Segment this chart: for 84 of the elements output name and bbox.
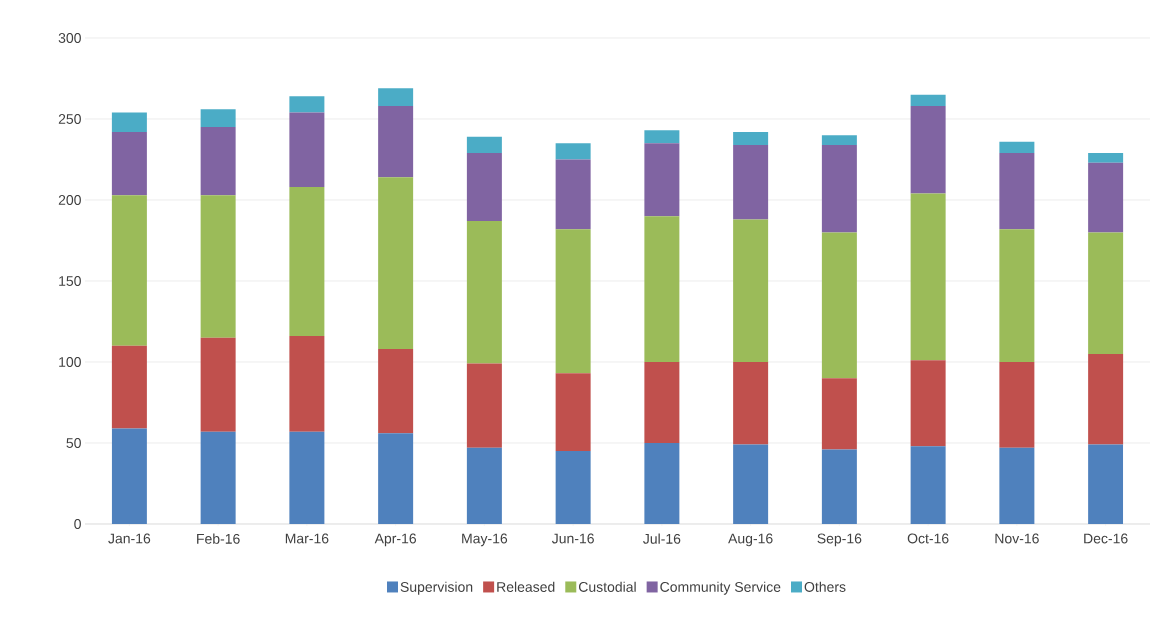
x-tick-label: Jan-16: [108, 533, 151, 544]
x-tick-label: May-16: [462, 533, 508, 547]
bar: [200, 337, 236, 432]
bar: [821, 135, 857, 145]
bar: [644, 361, 680, 443]
x-tick-label: Nov-16: [995, 533, 1039, 544]
bar: [466, 363, 502, 448]
x-tick-label: Mar-16: [285, 533, 329, 544]
bar: [200, 127, 236, 196]
bar: [555, 143, 591, 160]
x-tick-label: Oct-16: [907, 533, 949, 544]
bar: [999, 153, 1035, 230]
bar: [555, 159, 591, 230]
bar: [1088, 353, 1124, 445]
y-tick-label: 100: [59, 357, 81, 367]
bar: [555, 373, 591, 452]
bar: [200, 195, 236, 338]
y-tick-label: 150: [59, 276, 81, 286]
bar: [999, 141, 1035, 154]
bar: [999, 361, 1035, 448]
bar: [200, 431, 236, 524]
bar: [378, 349, 414, 434]
bar: [644, 442, 680, 524]
y-tick-label: 200: [58, 195, 81, 205]
bar: [378, 433, 414, 524]
legend-label: Others: [804, 581, 846, 592]
bar: [821, 232, 857, 379]
bar: [555, 229, 591, 374]
bar: [289, 112, 325, 188]
bar: [200, 109, 236, 128]
bar: [111, 428, 147, 524]
bar: [289, 336, 325, 432]
bar: [466, 447, 502, 524]
bar: [289, 96, 325, 113]
bar: [644, 130, 680, 144]
bar: [289, 187, 325, 337]
bar: [466, 136, 502, 154]
bar: [466, 221, 502, 364]
bar: [821, 378, 857, 450]
bar: [111, 131, 147, 196]
bar: [555, 451, 591, 524]
legend-label: Community Service: [660, 581, 781, 595]
bar: [644, 143, 680, 217]
bar: [289, 431, 325, 524]
x-tick-label: Aug-16: [728, 533, 773, 547]
bar: [999, 229, 1035, 362]
bar: [733, 361, 769, 445]
bar: [1088, 444, 1124, 524]
bar: [1088, 153, 1124, 163]
x-tick-label: Jul-16: [643, 533, 681, 544]
bar: [111, 112, 147, 132]
legend-label: Custodial: [578, 581, 636, 592]
bar: [910, 360, 946, 447]
y-tick-label: 300: [58, 33, 81, 43]
x-tick-label: Dec-16: [1084, 533, 1128, 544]
bar: [821, 144, 857, 233]
bar: [733, 444, 769, 524]
bar: [378, 88, 414, 107]
bar: [378, 177, 414, 350]
legend-label: Released: [497, 581, 555, 592]
bar: [910, 446, 946, 524]
bar: [644, 216, 680, 362]
y-tick-label: 0: [74, 519, 81, 529]
x-tick-label: Feb-16: [197, 533, 240, 544]
x-tick-label: Apr-16: [374, 533, 417, 547]
x-tick-label: Jun-16: [551, 533, 594, 544]
bar: [821, 449, 857, 524]
y-tick-label: 50: [66, 438, 81, 448]
bar: [1088, 162, 1124, 233]
bar: [733, 144, 769, 220]
bar: [910, 193, 946, 361]
bar: [910, 106, 946, 194]
bar: [910, 94, 946, 107]
bar: [733, 219, 769, 362]
y-tick-label: 250: [58, 114, 81, 124]
bar: [466, 153, 502, 222]
bar: [378, 106, 414, 178]
legend-label: Supervision: [400, 581, 473, 595]
bar: [111, 345, 147, 429]
bar: [111, 195, 147, 346]
bar: [999, 447, 1035, 524]
bar: [733, 131, 769, 145]
bar: [1088, 232, 1124, 354]
x-tick-label: Sep-16: [817, 533, 862, 547]
